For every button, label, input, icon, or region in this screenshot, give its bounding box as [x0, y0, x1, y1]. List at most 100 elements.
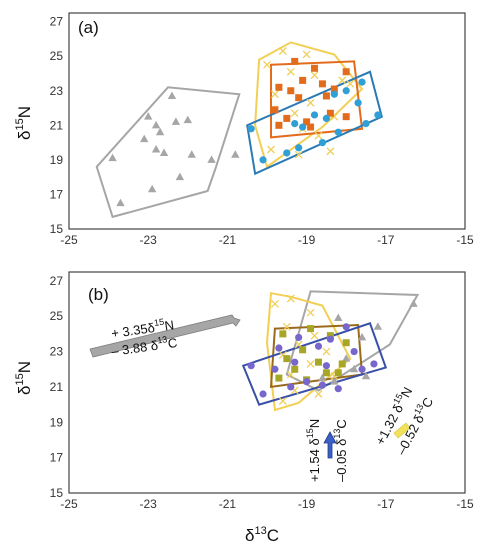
point-square	[299, 346, 307, 354]
point-circle	[303, 378, 311, 386]
plot-frame-b	[68, 271, 466, 494]
panel-a: (a) δ15N -25 -23 -21 -19 -17 -15 15 17 19 21 23 25 2…	[14, 12, 474, 247]
point-triangle	[373, 322, 383, 330]
shift-arrow-blue-shape	[323, 431, 337, 459]
x-tick-label: -15	[456, 497, 474, 511]
point-circle	[271, 365, 279, 373]
point-circle	[342, 87, 350, 95]
point-triangle	[361, 371, 371, 380]
point-circle	[330, 90, 338, 98]
point-triangle	[155, 127, 165, 136]
x-tick-label: -21	[219, 497, 237, 511]
point-triangle	[357, 332, 367, 341]
point-x	[302, 50, 311, 59]
shift-label-blue: +1.54 δ15N	[305, 419, 322, 482]
point-square	[342, 113, 350, 121]
shift-arrow-grey-shape	[89, 314, 241, 358]
panel-b: (b) δ15N δ13C -25 -23 -21 -19 -17 -15 15 17 19 21…	[14, 271, 474, 545]
point-square	[279, 330, 287, 338]
point-circle	[314, 342, 323, 350]
hull-blue	[246, 70, 383, 176]
y-tick-label: 25	[50, 49, 64, 63]
point-x	[310, 71, 319, 80]
point-square	[334, 369, 342, 377]
point-square	[318, 80, 326, 88]
x-tick-label: -17	[377, 233, 395, 247]
point-circle	[295, 333, 303, 342]
point-square	[275, 374, 283, 382]
point-x	[286, 67, 295, 76]
point-triangle	[183, 115, 192, 124]
y-tick-label: 19	[50, 153, 64, 167]
point-x	[267, 145, 275, 154]
point-triangle	[167, 91, 177, 99]
x-axis-label-b: δ13C	[245, 525, 279, 545]
x-tick-label: -19	[298, 497, 316, 511]
plot-frame-a	[68, 12, 466, 230]
point-x	[278, 47, 287, 55]
shift-label-blue-2: –0.05 δ13C	[332, 419, 349, 482]
point-x	[286, 294, 295, 303]
y-tick-label: 23	[50, 84, 64, 98]
point-triangle	[171, 117, 181, 125]
hulls-a	[95, 41, 383, 219]
y-tick-label: 17	[50, 187, 64, 201]
shift-arrow-yellow: +1.32 δ15N –0.52 δ13C	[372, 385, 436, 458]
point-square	[295, 94, 303, 102]
point-circle	[275, 344, 283, 352]
y-tick-label: 25	[50, 309, 64, 323]
point-circle	[354, 99, 362, 107]
point-x	[338, 76, 347, 85]
x-tick-label: -23	[140, 233, 158, 247]
point-x	[310, 331, 319, 340]
y-tick-label: 27	[50, 274, 64, 288]
y-axis-label-b: δ15N	[14, 361, 34, 395]
point-x	[346, 79, 355, 88]
point-circle	[247, 125, 255, 133]
x-tick-label: -21	[219, 233, 237, 247]
y-tick-label: 21	[50, 380, 64, 394]
points-a	[108, 47, 382, 207]
y-axis-label-a: δ15N	[14, 106, 34, 140]
y-tick-label: 19	[50, 415, 64, 429]
y-tick-label: 23	[50, 345, 64, 359]
point-triangle	[147, 184, 157, 193]
point-circle	[287, 383, 295, 391]
point-square	[275, 121, 283, 129]
point-circle	[358, 78, 366, 86]
point-square	[307, 123, 315, 131]
point-circle	[318, 381, 327, 389]
point-circle	[342, 323, 350, 331]
point-square	[287, 87, 295, 95]
point-circle	[291, 119, 299, 128]
point-x	[270, 90, 279, 99]
point-triangle	[151, 120, 161, 129]
point-x	[306, 359, 315, 368]
point-circle	[291, 358, 299, 366]
point-square	[291, 57, 299, 65]
point-circle	[334, 385, 342, 393]
point-square	[322, 92, 330, 100]
point-circle	[247, 362, 255, 370]
point-circle	[259, 390, 267, 398]
point-x	[314, 131, 323, 140]
hull-grey	[95, 86, 241, 219]
point-circle	[318, 139, 327, 147]
shift-label-grey: + 3.35δ15N	[110, 315, 175, 341]
point-square	[326, 109, 334, 117]
point-square	[291, 365, 299, 373]
point-triangle	[409, 299, 418, 307]
hull-orange	[270, 60, 364, 139]
points-b	[247, 294, 418, 406]
point-x	[326, 147, 335, 156]
point-square	[271, 106, 279, 114]
tick-labels-a: -25 -23 -21 -19 -17 -15 15 17 19 21 23 25 27	[50, 15, 474, 247]
point-triangle	[144, 112, 153, 120]
x-tick-label: -17	[377, 497, 395, 511]
x-tick-label: -15	[456, 233, 474, 247]
point-square	[311, 64, 319, 72]
point-triangle	[330, 377, 339, 385]
point-x	[314, 390, 323, 398]
point-triangle	[116, 198, 125, 207]
